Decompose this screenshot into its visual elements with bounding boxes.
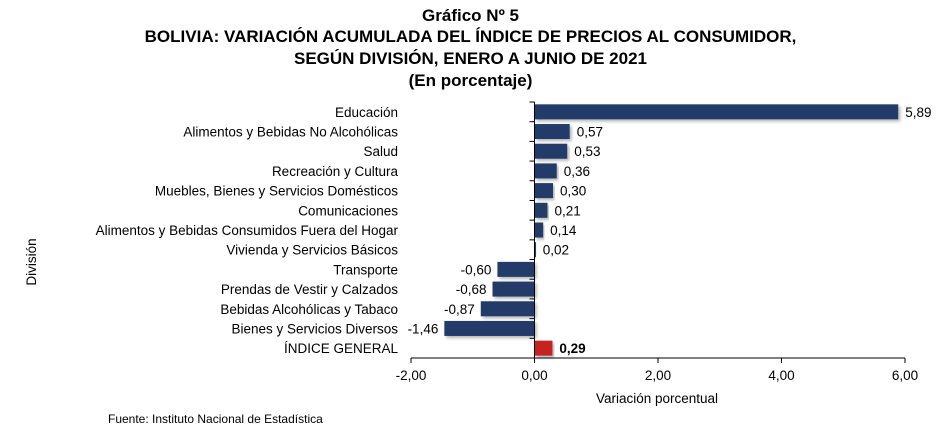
data-label: 0,02 (543, 243, 569, 258)
x-tick-label: 2,00 (645, 368, 671, 383)
bar-1 (534, 124, 570, 140)
chart-title: Gráfico Nº 5 (422, 6, 519, 25)
bar-4 (534, 183, 554, 199)
category-label: Transporte (333, 262, 398, 277)
bar-8 (497, 261, 535, 277)
source-note: Fuente: Instituto Nacional de Estadístic… (108, 412, 323, 426)
data-label: 0,21 (554, 203, 580, 218)
chart-subtitle-line-1: BOLIVIA: VARIACIÓN ACUMULADA DEL ÍNDICE … (144, 27, 797, 46)
data-label: -0,87 (444, 302, 475, 317)
data-label: -1,46 (408, 321, 439, 336)
bar-2 (534, 143, 568, 159)
x-tick-label: 6,00 (892, 368, 918, 383)
category-label: Recreación y Cultura (272, 164, 399, 179)
data-label: -0,68 (456, 282, 487, 297)
data-label: 0,36 (564, 164, 590, 179)
data-label: 0,30 (560, 184, 586, 199)
data-label: -0,60 (461, 262, 492, 277)
category-label: Muebles, Bienes y Servicios Domésticos (155, 184, 398, 199)
category-label: ÍNDICE GENERAL (284, 341, 399, 356)
data-label: 5,89 (905, 105, 931, 120)
x-tick-label: -2,00 (396, 368, 427, 383)
category-label: Bienes y Servicios Diversos (231, 321, 398, 336)
bar-5 (534, 202, 548, 218)
bar-3 (534, 163, 557, 179)
category-label: Prendas de Vestir y Calzados (221, 282, 398, 297)
data-label: 0,29 (559, 341, 585, 356)
category-label: Salud (363, 144, 398, 159)
x-tick-label: 4,00 (768, 368, 794, 383)
category-label: Vivienda y Servicios Básicos (226, 243, 398, 258)
data-label: 0,53 (574, 144, 600, 159)
bar-6 (534, 222, 544, 238)
x-tick-label: 0,00 (521, 368, 547, 383)
bar-12 (534, 340, 553, 356)
category-label: Bebidas Alcohólicas y Tabaco (220, 302, 398, 317)
bar-0 (534, 104, 899, 120)
bar-9 (492, 281, 535, 297)
y-axis-label: División (24, 238, 39, 285)
bar-7 (534, 242, 536, 258)
bar-11 (444, 320, 535, 336)
chart-subtitle-line-3: (En porcentaje) (408, 71, 533, 90)
data-label: 0,57 (577, 125, 603, 140)
x-axis-label: Variación porcentual (596, 391, 718, 406)
chart-subtitle-line-2: SEGÚN DIVISIÓN, ENERO A JUNIO DE 2021 (294, 49, 647, 68)
data-label: 0,14 (550, 223, 577, 238)
category-label: Comunicaciones (298, 203, 398, 218)
category-label: Alimentos y Bebidas Consumidos Fuera del… (96, 223, 399, 238)
bar-10 (480, 301, 535, 317)
category-label: Alimentos y Bebidas No Alcohólicas (183, 125, 398, 140)
category-label: Educación (335, 105, 398, 120)
